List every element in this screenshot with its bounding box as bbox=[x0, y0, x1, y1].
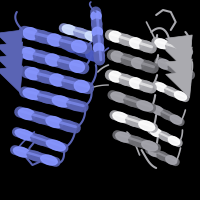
Ellipse shape bbox=[46, 116, 63, 128]
Ellipse shape bbox=[32, 112, 49, 124]
Ellipse shape bbox=[27, 151, 44, 161]
Ellipse shape bbox=[158, 59, 171, 69]
Ellipse shape bbox=[170, 115, 182, 124]
Ellipse shape bbox=[159, 132, 171, 141]
Ellipse shape bbox=[130, 78, 142, 88]
Ellipse shape bbox=[119, 75, 132, 85]
Ellipse shape bbox=[38, 92, 55, 103]
Ellipse shape bbox=[132, 58, 144, 68]
Ellipse shape bbox=[121, 55, 134, 65]
Ellipse shape bbox=[109, 71, 122, 82]
Ellipse shape bbox=[152, 106, 163, 115]
Ellipse shape bbox=[116, 132, 132, 142]
Ellipse shape bbox=[139, 121, 155, 131]
Ellipse shape bbox=[58, 57, 72, 69]
Ellipse shape bbox=[92, 27, 102, 37]
Ellipse shape bbox=[155, 83, 167, 92]
Ellipse shape bbox=[74, 80, 89, 92]
Ellipse shape bbox=[50, 74, 65, 86]
Ellipse shape bbox=[176, 46, 190, 55]
Ellipse shape bbox=[74, 28, 88, 38]
Ellipse shape bbox=[126, 116, 142, 127]
Ellipse shape bbox=[161, 111, 173, 119]
Ellipse shape bbox=[94, 51, 104, 61]
Ellipse shape bbox=[46, 140, 65, 151]
Ellipse shape bbox=[33, 51, 48, 63]
Ellipse shape bbox=[111, 92, 127, 102]
Ellipse shape bbox=[23, 28, 38, 40]
Ellipse shape bbox=[18, 108, 35, 120]
Ellipse shape bbox=[25, 68, 40, 80]
Ellipse shape bbox=[62, 25, 76, 34]
Ellipse shape bbox=[13, 147, 30, 157]
Ellipse shape bbox=[94, 43, 104, 53]
Ellipse shape bbox=[23, 88, 41, 99]
Ellipse shape bbox=[142, 61, 154, 72]
Ellipse shape bbox=[124, 96, 140, 107]
Ellipse shape bbox=[140, 81, 152, 92]
Ellipse shape bbox=[168, 136, 180, 145]
Ellipse shape bbox=[130, 38, 142, 48]
Ellipse shape bbox=[155, 39, 168, 48]
Ellipse shape bbox=[119, 35, 132, 45]
Ellipse shape bbox=[47, 34, 62, 46]
Ellipse shape bbox=[21, 48, 36, 60]
Ellipse shape bbox=[70, 60, 84, 72]
Ellipse shape bbox=[46, 54, 60, 66]
Ellipse shape bbox=[60, 37, 74, 49]
Ellipse shape bbox=[60, 120, 77, 132]
Ellipse shape bbox=[67, 100, 85, 111]
Ellipse shape bbox=[37, 71, 52, 83]
Ellipse shape bbox=[31, 135, 50, 145]
Ellipse shape bbox=[137, 101, 153, 111]
Ellipse shape bbox=[52, 96, 70, 107]
Ellipse shape bbox=[157, 152, 168, 160]
Ellipse shape bbox=[62, 77, 77, 89]
Ellipse shape bbox=[113, 112, 129, 122]
Ellipse shape bbox=[91, 11, 101, 21]
Ellipse shape bbox=[165, 87, 177, 96]
Ellipse shape bbox=[129, 136, 145, 147]
Ellipse shape bbox=[92, 19, 102, 29]
Ellipse shape bbox=[150, 128, 162, 137]
Ellipse shape bbox=[140, 41, 152, 52]
Ellipse shape bbox=[72, 40, 86, 52]
Ellipse shape bbox=[15, 129, 34, 140]
Ellipse shape bbox=[35, 31, 50, 43]
Ellipse shape bbox=[111, 51, 124, 62]
Ellipse shape bbox=[168, 64, 181, 73]
Ellipse shape bbox=[148, 148, 159, 156]
Ellipse shape bbox=[86, 51, 99, 61]
Ellipse shape bbox=[166, 156, 177, 164]
Ellipse shape bbox=[174, 91, 187, 100]
Ellipse shape bbox=[64, 42, 78, 52]
Ellipse shape bbox=[85, 32, 99, 41]
Ellipse shape bbox=[75, 47, 88, 56]
Ellipse shape bbox=[166, 42, 179, 52]
Ellipse shape bbox=[109, 31, 122, 42]
Ellipse shape bbox=[179, 68, 192, 78]
Ellipse shape bbox=[41, 155, 57, 165]
Ellipse shape bbox=[142, 141, 158, 151]
Ellipse shape bbox=[93, 35, 103, 45]
